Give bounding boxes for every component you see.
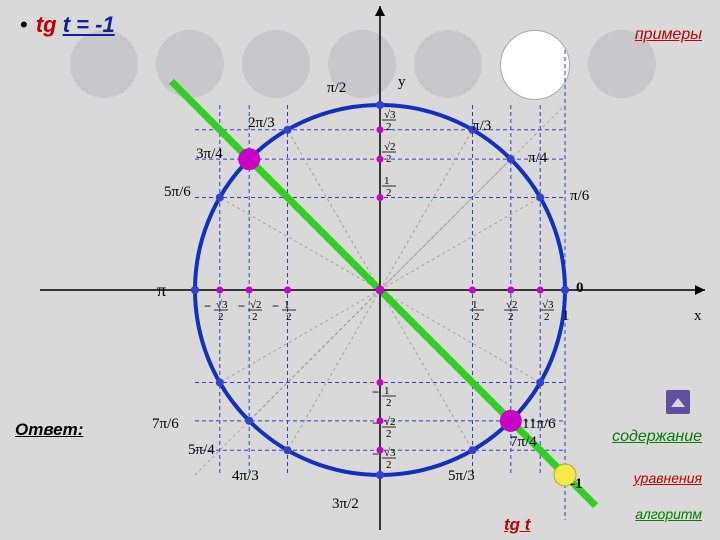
svg-text:−: −	[272, 299, 279, 313]
svg-text:−: −	[238, 299, 245, 313]
svg-text:2: 2	[474, 311, 480, 323]
svg-text:2: 2	[286, 311, 292, 323]
lbl-pi3: π/3	[472, 118, 491, 135]
svg-text:−: −	[372, 385, 379, 399]
lbl-2pi3: 2π/3	[248, 115, 275, 132]
lbl-x: x	[694, 308, 702, 325]
svg-text:2: 2	[218, 311, 224, 323]
svg-text:2: 2	[386, 187, 392, 199]
svg-text:1: 1	[384, 385, 390, 397]
unit-circle-diagram: √32√221212√22√3212√22√3212√22√32−−−−−−	[0, 0, 720, 540]
lbl-minus1: -1	[570, 476, 583, 493]
svg-text:√2: √2	[384, 416, 396, 428]
lbl-pi2: π/2	[327, 80, 346, 97]
lbl-y: y	[398, 74, 406, 91]
svg-text:−: −	[372, 447, 379, 461]
svg-text:2: 2	[386, 397, 392, 409]
svg-text:2: 2	[508, 311, 514, 323]
svg-text:√2: √2	[384, 141, 396, 153]
svg-text:1: 1	[384, 175, 390, 187]
svg-text:−: −	[372, 416, 379, 430]
lbl-3pi2: 3π/2	[332, 496, 359, 513]
lbl-3pi4: 3π/4	[196, 146, 223, 163]
lbl-pi6: π/6	[570, 188, 589, 205]
svg-text:1: 1	[284, 299, 290, 311]
svg-text:2: 2	[386, 428, 392, 440]
svg-text:2: 2	[544, 311, 550, 323]
lbl-1: 1	[562, 308, 570, 325]
lbl-11pi6: 11π/6	[522, 416, 556, 433]
lbl-pi: π	[157, 280, 166, 301]
lbl-5pi4: 5π/4	[188, 442, 215, 459]
svg-text:2: 2	[386, 153, 392, 165]
svg-text:√3: √3	[384, 447, 396, 459]
svg-text:2: 2	[386, 121, 392, 133]
lbl-5pi3: 5π/3	[448, 468, 475, 485]
svg-text:√3: √3	[384, 109, 396, 121]
lbl-4pi3: 4π/3	[232, 468, 259, 485]
lbl-7pi4: 7π/4	[510, 434, 537, 451]
svg-text:−: −	[204, 299, 211, 313]
lbl-pi4: π/4	[528, 150, 547, 167]
lbl-5pi6: 5π/6	[164, 184, 191, 201]
lbl-7pi6: 7π/6	[152, 416, 179, 433]
svg-text:2: 2	[386, 459, 392, 471]
svg-text:2: 2	[252, 311, 258, 323]
svg-text:√2: √2	[250, 299, 262, 311]
svg-text:√3: √3	[542, 299, 554, 311]
svg-text:√3: √3	[216, 299, 228, 311]
svg-text:1: 1	[472, 299, 478, 311]
svg-text:√2: √2	[506, 299, 518, 311]
lbl-0: 0	[576, 280, 584, 297]
